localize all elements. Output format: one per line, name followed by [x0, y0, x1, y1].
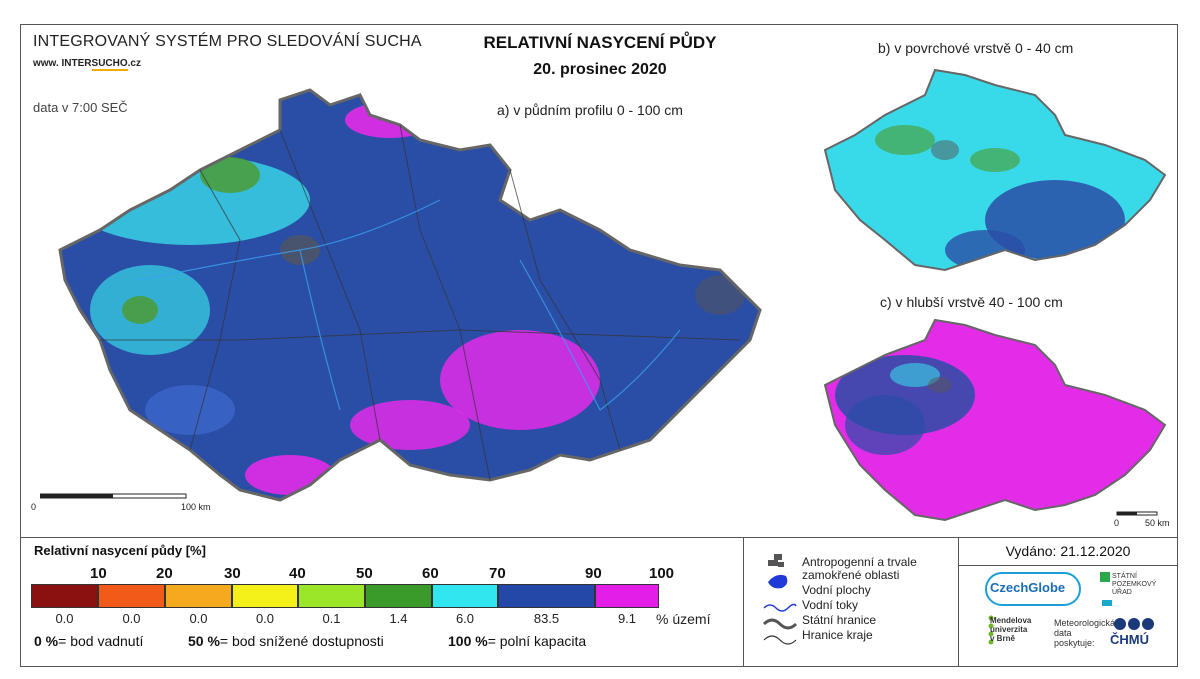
chmu-logo-icon — [1114, 618, 1154, 630]
legend-class-swatch — [232, 584, 298, 608]
note-capacity: 100 %= polní kapacita — [448, 633, 587, 649]
anthropogenic-icon — [768, 554, 784, 567]
map-c — [823, 318, 1167, 522]
legend-panel — [20, 537, 1178, 668]
threshold-60: 60 — [422, 565, 439, 582]
threshold-50: 50 — [356, 565, 373, 582]
map-legend-region-border: Hranice kraje — [802, 628, 873, 642]
legend-divider — [743, 537, 744, 667]
spu-logo-text: STÁTNÍ POZEMKOVÝ ÚŘAD — [1112, 573, 1157, 596]
meteo-provider-text: Meteorologická data poskytuje: — [1054, 618, 1116, 648]
map-legend-water: Vodní plochy — [802, 583, 871, 597]
map-b-label: b) v povrchové vrstvě 0 - 40 cm — [878, 40, 1074, 56]
state-border-icon — [762, 618, 798, 630]
mendel-logo-icon — [988, 615, 994, 645]
region-border-icon — [763, 635, 797, 645]
issued-date: Vydáno: 21.12.2020 — [1005, 543, 1131, 559]
czechglobe-logo — [985, 572, 1081, 606]
legend-class-swatch — [98, 584, 165, 608]
main-map — [40, 88, 762, 502]
threshold-100: 100 — [649, 565, 675, 582]
legend-class-share: 0.0 — [189, 611, 208, 626]
czechglobe-logo-text: CzechGlobe — [990, 580, 1066, 595]
map-legend-streams: Vodní toky — [802, 598, 859, 612]
data-time: data v 7:00 SEČ — [33, 100, 128, 115]
website-url[interactable]: www. INTERSUCHO.cz — [33, 58, 141, 71]
threshold-10: 10 — [90, 565, 107, 582]
map-b — [823, 68, 1167, 272]
legend-class-share: 0.0 — [255, 611, 275, 626]
threshold-40: 40 — [289, 565, 306, 582]
main-scale-zero: 0 — [31, 502, 37, 512]
legend-class-swatch — [31, 584, 98, 608]
legend-class-share: 0.0 — [122, 611, 141, 626]
mendel-logo-text: Mendelova univerzita v Brně — [990, 616, 1032, 643]
legend-class-share: 6.0 — [455, 611, 475, 626]
small-scale-end: 50 km — [1145, 518, 1170, 528]
threshold-90: 90 — [585, 565, 602, 582]
legend-class-swatch — [365, 584, 432, 608]
small-scale-zero: 0 — [1114, 518, 1120, 528]
legend-class-swatch — [165, 584, 232, 608]
system-title: INTEGROVANÝ SYSTÉM PRO SLEDOVÁNÍ SUCHA — [33, 33, 422, 50]
chmu-logo-text: ČHMÚ — [1110, 632, 1149, 647]
map-legend-anthropogenic: Antropogenní a trvale zamokřené oblasti — [802, 555, 917, 582]
legend-class-swatch — [298, 584, 365, 608]
footer-divider — [958, 537, 959, 667]
threshold-20: 20 — [156, 565, 173, 582]
legend-class-share: 0.1 — [322, 611, 341, 626]
spu-logo-icon — [1100, 572, 1112, 606]
legend-class-swatch — [432, 584, 498, 608]
legend-class-swatch — [498, 584, 595, 608]
water-body-icon — [768, 574, 788, 589]
stream-icon — [763, 603, 797, 612]
threshold-70: 70 — [489, 565, 506, 582]
note-reduced: 50 %= bod snížené dostupnosti — [188, 633, 384, 649]
main-scale-bar — [40, 493, 187, 499]
issued-divider — [958, 565, 1178, 566]
main-scale-end: 100 km — [181, 502, 211, 512]
legend-class-share: 0.0 — [55, 611, 74, 626]
legend-class-share: 9.1 — [617, 611, 637, 626]
legend-title: Relativní nasycení půdy [%] — [34, 543, 206, 558]
legend-class-share: 83.5 — [533, 611, 560, 626]
share-unit: % území — [656, 611, 711, 627]
map-c-label: c) v hlubší vrstvě 40 - 100 cm — [880, 294, 1063, 310]
legend-class-share: 1.4 — [389, 611, 408, 626]
threshold-30: 30 — [224, 565, 241, 582]
map-date: 20. prosinec 2020 — [533, 61, 667, 78]
map-a-label: a) v půdním profilu 0 - 100 cm — [497, 102, 683, 118]
note-wilting: 0 %= bod vadnutí — [34, 633, 144, 649]
main-title: RELATIVNÍ NASYCENÍ PŮDY — [483, 33, 717, 52]
map-legend-state-border: Státní hranice — [802, 613, 877, 627]
map-symbols — [762, 554, 798, 645]
legend-class-swatch — [595, 584, 659, 608]
